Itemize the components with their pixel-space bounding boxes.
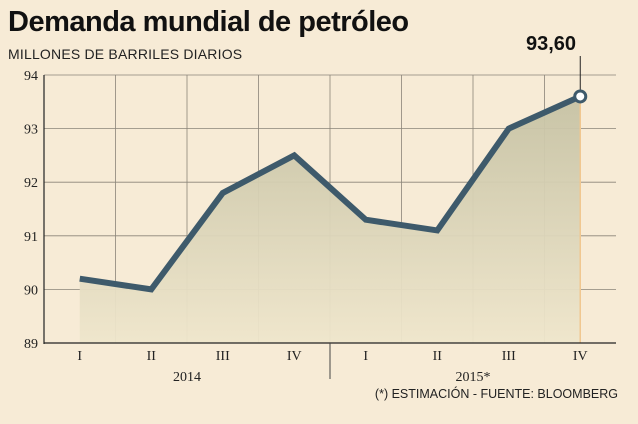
y-tick-label: 89: [24, 337, 38, 352]
series-line: [79, 93, 582, 293]
chart-subtitle: MILLONES DE BARRILES DIARIOS: [8, 46, 243, 62]
y-tick-label: 94: [24, 69, 38, 84]
series-line-layer: [79, 56, 588, 293]
x-tick-label: III: [502, 349, 516, 364]
last-value-callout: 93,60: [526, 33, 577, 55]
y-tick-label: 90: [24, 283, 38, 298]
y-tick-label: 92: [24, 176, 38, 191]
year-label: 2014: [173, 370, 201, 385]
x-tick-label: I: [363, 349, 368, 364]
chart-title: Demanda mundial de petróleo: [8, 6, 409, 38]
axes: [43, 75, 616, 379]
x-tick-label: II: [433, 349, 443, 364]
area-fill: [79, 96, 581, 343]
y-tick-label: 91: [24, 230, 38, 245]
x-tick-label: III: [216, 349, 230, 364]
x-tick-label: I: [77, 349, 82, 364]
source-note: (*) ESTIMACIÓN - FUENTE: BLOOMBERG: [374, 387, 618, 401]
area-fill-layer: [79, 96, 581, 343]
y-tick-label: 93: [24, 123, 38, 138]
year-label: 2015*: [456, 370, 491, 385]
last-point-marker: [573, 89, 588, 104]
x-tick-label: IV: [573, 349, 588, 364]
x-tick-label: II: [147, 349, 157, 364]
x-tick-label: IV: [287, 349, 302, 364]
